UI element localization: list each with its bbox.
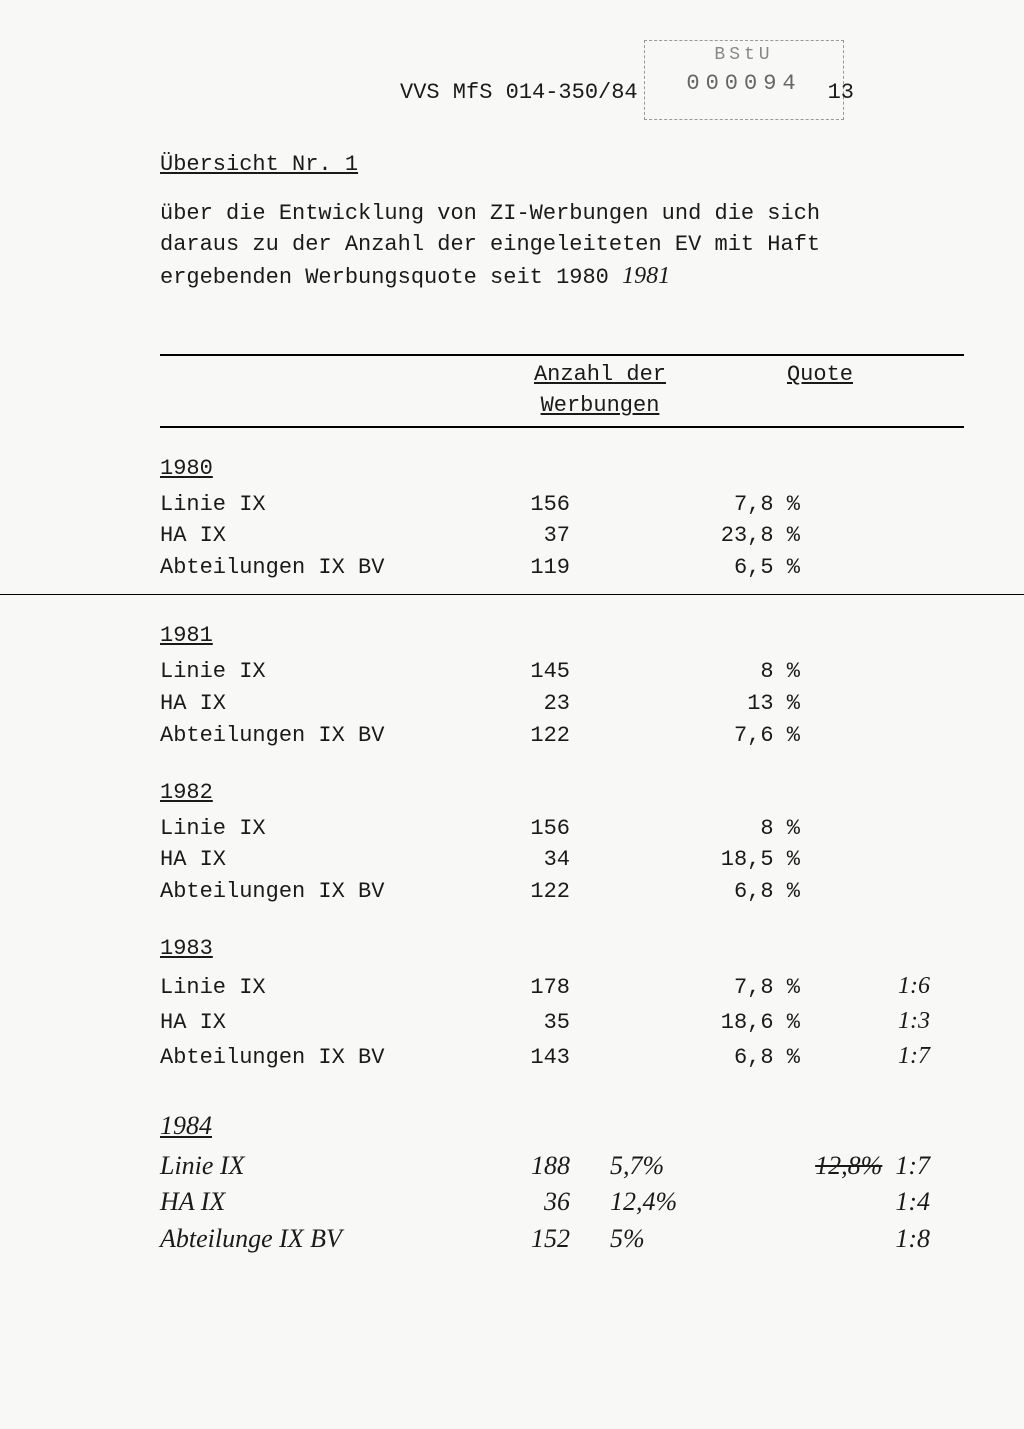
row-label: HA IX xyxy=(160,1007,470,1039)
row-label: Linie IX xyxy=(160,656,470,688)
horizontal-rule xyxy=(0,594,1024,595)
stamp-agency: BStU xyxy=(645,45,843,65)
row-count: 145 xyxy=(470,656,650,688)
hand-row-quote: 12,4% xyxy=(610,1184,730,1220)
year-group: 1982 Linie IX 156 8 % HA IX 34 18,5 % Ab… xyxy=(160,778,964,908)
row-label: HA IX xyxy=(160,688,470,720)
year-group: 1981 Linie IX 145 8 % HA IX 23 13 % Abte… xyxy=(160,621,964,751)
row-quote: 7,8 % xyxy=(650,489,800,521)
archive-stamp: BStU 000094 xyxy=(644,40,844,120)
row-count: 35 xyxy=(470,1007,650,1039)
row-count: 156 xyxy=(470,489,650,521)
table-row: Linie IX 145 8 % xyxy=(160,656,964,688)
year-label: 1980 xyxy=(160,454,964,485)
table-row: Linie IX 178 7,8 % 1:6 xyxy=(160,969,964,1004)
table-row: HA IX 35 18,6 % 1:3 xyxy=(160,1004,964,1039)
col-header-blank xyxy=(160,360,470,422)
row-count: 122 xyxy=(470,720,650,752)
hand-row: Linie IX 188 5,7% 12,8% 1:7 xyxy=(160,1148,964,1184)
row-label: Linie IX xyxy=(160,813,470,845)
hand-row-count: 36 xyxy=(460,1184,610,1220)
row-quote: 18,5 % xyxy=(650,844,800,876)
row-count: 122 xyxy=(470,876,650,908)
row-quote: 13 % xyxy=(650,688,800,720)
table-row: Linie IX 156 7,8 % xyxy=(160,489,964,521)
hand-row-quote: 5% xyxy=(610,1221,730,1257)
table-row: Abteilungen IX BV 119 6,5 % xyxy=(160,552,964,584)
row-label: Linie IX xyxy=(160,972,470,1004)
year-group: 1980 Linie IX 156 7,8 % HA IX 37 23,8 % … xyxy=(160,454,964,595)
hand-row-label: Abteilunge IX BV xyxy=(160,1221,460,1257)
row-count: 143 xyxy=(470,1042,650,1074)
hand-correction-year: 1981 xyxy=(622,263,670,289)
year-label: 1981 xyxy=(160,621,964,652)
row-quote: 6,5 % xyxy=(650,552,800,584)
hand-row: Abteilunge IX BV 152 5% 1:8 xyxy=(160,1221,964,1257)
row-label: Abteilungen IX BV xyxy=(160,720,470,752)
row-count: 178 xyxy=(470,972,650,1004)
year-label: 1982 xyxy=(160,778,964,809)
hand-row-ratio: 1:4 xyxy=(730,1184,930,1220)
table-row: Abteilungen IX BV 143 6,8 % 1:7 xyxy=(160,1039,964,1074)
hand-ratio-final: 1:7 xyxy=(895,1151,930,1180)
row-count: 119 xyxy=(470,552,650,584)
intro-paragraph: über die Entwicklung von ZI-Werbungen un… xyxy=(160,199,880,294)
row-label: Abteilungen IX BV xyxy=(160,876,470,908)
intro-text: über die Entwicklung von ZI-Werbungen un… xyxy=(160,201,820,291)
row-label: Linie IX xyxy=(160,489,470,521)
row-quote: 8 % xyxy=(650,656,800,688)
hand-ratio: 1:6 xyxy=(800,969,930,1004)
table-row: HA IX 37 23,8 % xyxy=(160,520,964,552)
row-label: HA IX xyxy=(160,844,470,876)
year-group: 1983 Linie IX 178 7,8 % 1:6 HA IX 35 18,… xyxy=(160,934,964,1073)
row-quote: 23,8 % xyxy=(650,520,800,552)
hand-row-count: 152 xyxy=(460,1221,610,1257)
overview-title: Übersicht Nr. 1 xyxy=(160,150,964,181)
table-header-row: Anzahl der Werbungen Quote xyxy=(160,354,964,428)
row-label: HA IX xyxy=(160,520,470,552)
table-row: Abteilungen IX BV 122 6,8 % xyxy=(160,876,964,908)
stamp-number: 000094 xyxy=(645,71,843,96)
hand-ratio-strike: 12,8% xyxy=(815,1151,882,1180)
row-label: Abteilungen IX BV xyxy=(160,552,470,584)
hand-row-ratio: 1:8 xyxy=(730,1221,930,1257)
handwritten-year-group: 1984 Linie IX 188 5,7% 12,8% 1:7 HA IX 3… xyxy=(160,1108,964,1258)
table-row: HA IX 34 18,5 % xyxy=(160,844,964,876)
col-header-quote: Quote xyxy=(730,360,910,422)
hand-row: HA IX 36 12,4% 1:4 xyxy=(160,1184,964,1220)
year-label: 1983 xyxy=(160,934,964,965)
row-quote: 7,8 % xyxy=(650,972,800,1004)
data-table: Anzahl der Werbungen Quote 1980 Linie IX… xyxy=(160,354,964,1257)
hand-row-quote: 5,7% xyxy=(610,1148,730,1184)
hand-ratio: 1:7 xyxy=(800,1039,930,1074)
document-page: BStU 000094 13 VVS MfS 014-350/84 Übersi… xyxy=(0,0,1024,1429)
row-quote: 6,8 % xyxy=(650,876,800,908)
row-quote: 8 % xyxy=(650,813,800,845)
hand-year-label: 1984 xyxy=(160,1108,964,1144)
row-label: Abteilungen IX BV xyxy=(160,1042,470,1074)
page-number: 13 xyxy=(828,80,854,105)
row-quote: 18,6 % xyxy=(650,1007,800,1039)
col-header-count: Anzahl der Werbungen xyxy=(470,360,730,422)
hand-row-label: Linie IX xyxy=(160,1148,460,1184)
row-quote: 6,8 % xyxy=(650,1042,800,1074)
hand-row-count: 188 xyxy=(460,1148,610,1184)
hand-row-label: HA IX xyxy=(160,1184,460,1220)
row-quote: 7,6 % xyxy=(650,720,800,752)
table-row: Linie IX 156 8 % xyxy=(160,813,964,845)
document-id: VVS MfS 014-350/84 xyxy=(400,80,638,105)
row-count: 34 xyxy=(470,844,650,876)
row-count: 156 xyxy=(470,813,650,845)
hand-ratio: 1:3 xyxy=(800,1004,930,1039)
document-body: Übersicht Nr. 1 über die Entwicklung von… xyxy=(160,150,964,1257)
table-row: Abteilungen IX BV 122 7,6 % xyxy=(160,720,964,752)
row-count: 37 xyxy=(470,520,650,552)
row-count: 23 xyxy=(470,688,650,720)
table-row: HA IX 23 13 % xyxy=(160,688,964,720)
hand-row-ratio: 12,8% 1:7 xyxy=(730,1148,930,1184)
